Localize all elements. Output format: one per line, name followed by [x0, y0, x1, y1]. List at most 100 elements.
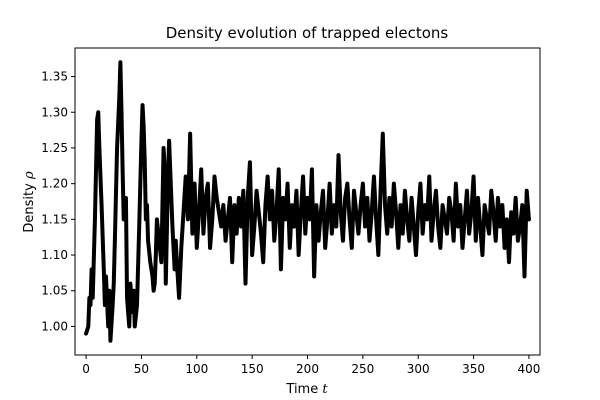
- data-point: [507, 260, 511, 264]
- y-axis-label: Density ρ: [22, 171, 37, 233]
- data-point: [135, 303, 139, 307]
- x-axis-label-symbol: t: [322, 382, 328, 397]
- data-point: [305, 196, 310, 200]
- data-point: [454, 182, 458, 186]
- data-point: [246, 196, 250, 200]
- data-point: [418, 182, 423, 186]
- data-point: [467, 232, 471, 236]
- data-point: [206, 182, 210, 186]
- data-point: [423, 203, 427, 207]
- data-point: [527, 217, 531, 221]
- y-tick-label: 1.05: [41, 284, 68, 298]
- data-point: [401, 232, 405, 236]
- data-point: [228, 196, 232, 200]
- data-point: [188, 132, 192, 136]
- data-point: [97, 146, 101, 150]
- plot-area: [84, 60, 531, 343]
- data-point: [126, 310, 130, 314]
- data-point: [127, 324, 131, 329]
- data-point: [339, 210, 343, 214]
- data-point: [168, 167, 172, 171]
- data-point: [159, 260, 163, 264]
- data-point: [487, 232, 491, 236]
- data-point: [153, 282, 157, 286]
- data-point: [112, 282, 116, 286]
- data-point: [328, 182, 332, 186]
- data-point: [292, 224, 296, 229]
- data-point: [421, 232, 425, 236]
- data-point: [179, 246, 183, 250]
- data-point: [489, 189, 493, 193]
- data-point: [469, 210, 473, 214]
- data-point: [509, 210, 513, 214]
- data-point: [485, 217, 489, 221]
- data-point: [314, 203, 318, 207]
- data-point: [102, 267, 106, 271]
- data-point: [347, 217, 352, 221]
- data-point: [483, 203, 487, 207]
- y-tick-label: 1.30: [41, 105, 68, 119]
- x-tick-label: 400: [517, 362, 540, 376]
- data-point: [283, 217, 287, 221]
- data-point: [330, 232, 334, 236]
- data-point: [502, 246, 507, 250]
- data-point: [434, 189, 438, 193]
- data-point: [144, 217, 148, 221]
- data-point: [396, 246, 400, 250]
- data-point: [456, 224, 460, 229]
- data-point: [323, 246, 327, 250]
- data-point: [316, 239, 321, 243]
- data-point: [181, 210, 186, 214]
- data-point: [522, 274, 527, 279]
- data-point: [458, 203, 462, 207]
- data-point: [303, 232, 307, 236]
- data-point: [88, 303, 93, 307]
- data-point: [427, 174, 431, 179]
- data-point: [310, 167, 314, 171]
- data-point: [259, 232, 263, 236]
- data-point: [174, 239, 178, 243]
- data-point: [223, 239, 228, 243]
- data-point: [243, 282, 248, 286]
- data-point: [148, 260, 152, 264]
- data-point: [164, 282, 168, 286]
- data-point: [285, 182, 290, 186]
- data-point: [429, 239, 434, 243]
- data-point: [93, 217, 97, 221]
- data-point: [498, 224, 502, 229]
- data-point: [254, 189, 259, 193]
- data-point: [140, 103, 145, 107]
- data-point: [155, 217, 159, 221]
- data-point: [514, 196, 518, 200]
- data-point: [359, 203, 363, 207]
- data-point: [166, 174, 170, 179]
- x-tick-label: 350: [462, 362, 485, 376]
- data-point: [252, 224, 256, 229]
- data-point: [170, 224, 175, 229]
- x-tick-label: 300: [407, 362, 430, 376]
- x-tick-label: 50: [134, 362, 149, 376]
- data-point: [106, 324, 110, 329]
- data-point: [248, 160, 252, 164]
- data-point: [476, 196, 480, 200]
- data-point: [352, 189, 356, 193]
- data-point: [133, 324, 137, 329]
- data-point: [312, 274, 316, 279]
- data-point: [279, 267, 283, 271]
- data-point: [167, 139, 171, 143]
- data-point: [436, 224, 440, 229]
- data-point: [383, 203, 387, 207]
- data-point: [432, 210, 436, 214]
- data-point: [520, 203, 524, 207]
- data-point: [226, 217, 230, 221]
- data-point: [447, 196, 451, 200]
- data-point: [378, 189, 383, 193]
- data-point: [409, 196, 414, 200]
- data-point: [345, 182, 349, 186]
- data-point: [221, 203, 225, 207]
- data-point: [385, 232, 389, 236]
- data-point: [184, 174, 188, 179]
- data-point: [90, 267, 94, 271]
- data-point: [266, 174, 270, 179]
